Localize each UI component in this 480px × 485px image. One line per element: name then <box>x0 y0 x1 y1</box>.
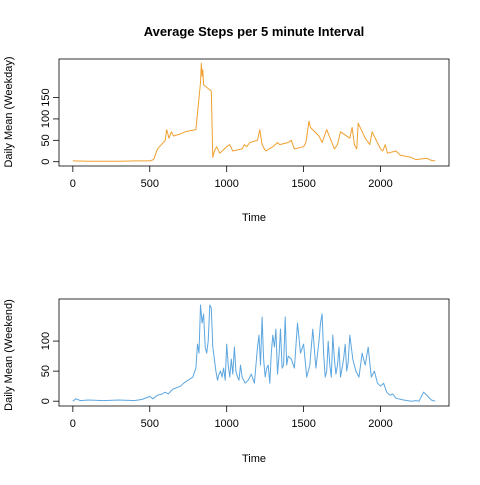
weekend-y-tick-label: 0 <box>40 398 52 404</box>
weekday-y-tick-label: 50 <box>40 134 52 146</box>
weekend-x-tick-label: 500 <box>141 418 159 430</box>
weekday-panel: 0 500 1000 1500 2000 0 50 100 150 Time Daily Me… <box>3 56 450 224</box>
weekday-x-tick-label: 0 <box>70 178 76 190</box>
weekday-y-tick-label: 0 <box>40 159 52 165</box>
weekend-plot-frame <box>58 298 450 407</box>
weekday-x-tick-label: 2000 <box>368 178 392 190</box>
weekday-x-axis-label: Time <box>242 212 266 224</box>
weekend-x-tick-label: 0 <box>70 418 76 430</box>
weekend-panel: 0 500 1000 1500 2000 0 50 100 Time Daily Mean … <box>3 298 450 465</box>
weekend-x-tick-label: 1500 <box>291 418 315 430</box>
weekday-plot-frame <box>58 58 450 167</box>
weekend-x-axis: 0 500 1000 1500 2000 <box>70 406 393 430</box>
weekend-y-tick-label: 50 <box>40 365 52 377</box>
weekday-series-line <box>72 62 436 162</box>
weekday-x-axis: 0 500 1000 1500 2000 <box>70 166 393 190</box>
weekend-series-line <box>72 304 436 402</box>
weekday-y-axis: 0 50 100 150 <box>40 88 59 165</box>
weekday-x-tick-label: 500 <box>141 178 159 190</box>
weekend-y-axis: 0 50 100 <box>40 332 59 404</box>
weekday-y-tick-label: 100 <box>40 110 52 128</box>
weekend-x-tick-label: 2000 <box>368 418 392 430</box>
weekday-y-tick-label: 150 <box>40 88 52 106</box>
weekend-x-axis-label: Time <box>242 453 266 465</box>
chart-title: Average Steps per 5 minute Interval <box>144 24 365 39</box>
weekday-x-tick-label: 1500 <box>291 178 315 190</box>
weekend-x-tick-label: 1000 <box>214 418 238 430</box>
weekend-y-tick-label: 100 <box>40 332 52 350</box>
weekend-y-axis-label: Daily Mean (Weekend) <box>3 299 15 411</box>
weekday-x-tick-label: 1000 <box>214 178 238 190</box>
weekday-y-axis-label: Daily Mean (Weekday) <box>3 56 15 167</box>
